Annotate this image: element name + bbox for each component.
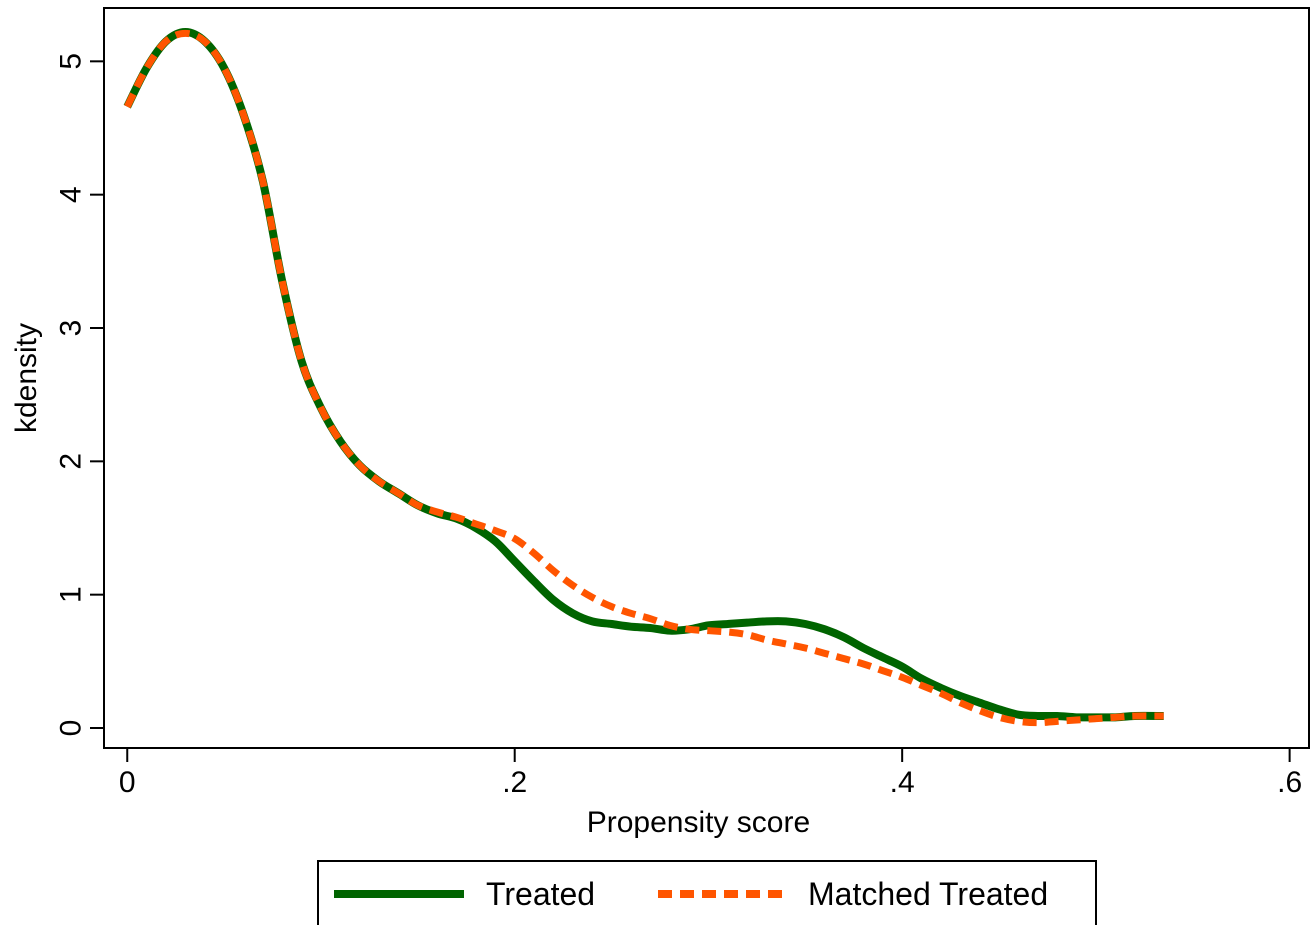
- y-tick-label: 0: [55, 720, 88, 737]
- x-tick-label: .2: [502, 766, 527, 799]
- x-axis-label: Propensity score: [587, 806, 810, 839]
- x-axis: 0 .2 .4 .6: [119, 748, 1302, 799]
- legend: Treated Matched Treated: [317, 860, 1097, 925]
- x-tick-label: .6: [1277, 766, 1302, 799]
- y-axis: 0 1 2 3 4 5: [55, 53, 104, 737]
- series-line-treated: [123, 28, 1164, 722]
- x-tick-label: .4: [890, 766, 915, 799]
- series-layer: [123, 28, 1164, 727]
- y-tick-label: 3: [55, 320, 88, 337]
- y-tick-label: 2: [55, 453, 88, 470]
- legend-label-matched-treated: Matched Treated: [808, 876, 1048, 912]
- y-axis-label: kdensity: [10, 323, 43, 433]
- x-tick-label: 0: [119, 766, 136, 799]
- plot-frame: [103, 7, 1310, 749]
- y-tick-label: 1: [55, 586, 88, 603]
- legend-label-treated: Treated: [486, 876, 595, 912]
- y-tick-label: 5: [55, 53, 88, 70]
- y-tick-label: 4: [55, 186, 88, 203]
- series-line-matched-treated: [124, 29, 1164, 727]
